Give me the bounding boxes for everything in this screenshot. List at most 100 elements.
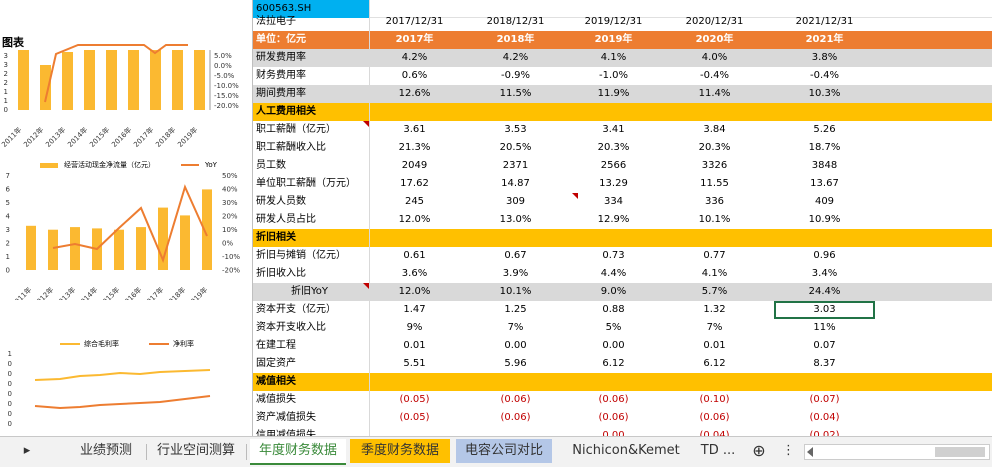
table-cell[interactable]: 5.96	[504, 358, 527, 369]
tab-annual-active[interactable]: 年度财务数据	[250, 439, 346, 465]
row-label[interactable]: 资本开支（亿元）	[253, 301, 370, 319]
table-cell[interactable]: -0.9%	[500, 70, 530, 81]
table-cell[interactable]: 3.53	[504, 124, 527, 135]
table-cell[interactable]: 7%	[507, 322, 524, 333]
table-cell[interactable]: 9.0%	[572, 283, 655, 301]
tab-scroll-icon[interactable]: ▸	[23, 443, 31, 458]
table-cell[interactable]: 10.3%	[774, 85, 875, 103]
table-cell[interactable]: 4.2%	[459, 49, 572, 67]
table-cell[interactable]: 3.4%	[811, 268, 838, 279]
table-cell[interactable]: (0.05)	[399, 412, 430, 423]
table-cell[interactable]: 1.32	[703, 304, 726, 315]
row-label[interactable]: 固定资产	[253, 355, 370, 373]
table-cell[interactable]: 2566	[600, 160, 627, 171]
cell-ref[interactable]: 600563.SH	[253, 0, 370, 18]
table-cell[interactable]	[774, 373, 875, 391]
table-cell[interactable]	[774, 103, 875, 121]
table-cell[interactable]	[370, 373, 459, 391]
table-cell[interactable]: 4.4%	[600, 268, 627, 279]
table-cell[interactable]	[572, 373, 655, 391]
table-cell[interactable]: 0.00	[602, 340, 625, 351]
table-cell[interactable]: 20.5%	[499, 142, 532, 153]
table-cell[interactable]: 1.47	[403, 304, 426, 315]
row-label[interactable]: 职工薪酬收入比	[253, 139, 370, 157]
table-cell[interactable]	[370, 103, 459, 121]
table-cell[interactable]: 2021年	[774, 31, 875, 49]
table-cell[interactable]: 5.51	[403, 358, 426, 369]
table-cell[interactable]: 3.61	[403, 124, 426, 135]
row-label[interactable]: 研发人员数	[253, 193, 370, 211]
chart-2[interactable]: 7 6 5 4 3 2 1 0 50% 40% 30% 20% 10% 0% -10% -20% 2011年…	[0, 170, 252, 300]
table-cell[interactable]	[370, 427, 459, 436]
table-cell[interactable]	[774, 229, 875, 247]
table-cell[interactable]: 3326	[701, 160, 728, 171]
table-cell[interactable]: 0.96	[813, 250, 836, 261]
horizontal-scrollbar[interactable]	[804, 444, 990, 460]
table-cell[interactable]	[572, 103, 655, 121]
row-label[interactable]: 折旧YoY	[253, 283, 370, 301]
table-cell[interactable]: 12.0%	[398, 214, 431, 225]
table-cell[interactable]: (0.06)	[699, 412, 730, 423]
table-cell[interactable]: 2020年	[655, 31, 774, 49]
table-cell[interactable]: 14.87	[501, 178, 530, 189]
table-cell[interactable]: 10.1%	[698, 214, 731, 225]
table-cell[interactable]: 0.6%	[401, 70, 428, 81]
table-cell[interactable]: 11.55	[700, 178, 729, 189]
table-cell[interactable]: 11.4%	[655, 85, 774, 103]
date-4[interactable]: 2021/12/31	[795, 16, 854, 27]
table-cell[interactable]: 7%	[706, 322, 723, 333]
tab-quarterly[interactable]: 季度财务数据	[350, 439, 450, 463]
table-cell[interactable]: 20.3%	[698, 142, 731, 153]
table-cell[interactable]: 0.88	[602, 304, 625, 315]
table-cell[interactable]: 12.6%	[370, 85, 459, 103]
table-cell[interactable]: 8.37	[813, 358, 836, 369]
table-cell[interactable]: 10.9%	[808, 214, 841, 225]
chart-3[interactable]: 1 0 0 0 0 0 0 0	[0, 348, 252, 438]
table-cell[interactable]: 409	[814, 196, 835, 207]
row-label[interactable]: 在建工程	[253, 337, 370, 355]
table-cell[interactable]	[459, 229, 572, 247]
table-cell[interactable]: 3848	[811, 160, 838, 171]
add-sheet-icon[interactable]: ⊕	[752, 441, 766, 460]
table-cell[interactable]	[370, 229, 459, 247]
table-cell[interactable]: 24.4%	[774, 283, 875, 301]
table-cell[interactable]: 20.3%	[597, 142, 630, 153]
table-cell[interactable]: 0.01	[403, 340, 426, 351]
table-cell[interactable]: (0.04)	[809, 412, 840, 423]
row-label[interactable]: 减值损失	[253, 391, 370, 409]
table-cell[interactable]: -0.4%	[699, 70, 729, 81]
table-cell[interactable]: 0.00	[602, 430, 625, 436]
table-cell[interactable]: -1.0%	[598, 70, 628, 81]
table-cell[interactable]	[655, 373, 774, 391]
table-cell[interactable]: 0.61	[403, 250, 426, 261]
date-3[interactable]: 2020/12/31	[685, 16, 744, 27]
row-label[interactable]: 职工薪酬（亿元）	[253, 121, 370, 139]
table-cell[interactable]: (0.06)	[500, 412, 531, 423]
date-0[interactable]: 2017/12/31	[385, 16, 444, 27]
tab-forecast[interactable]: 业绩预测	[79, 443, 132, 458]
tab-more[interactable]: TD ...	[700, 443, 736, 458]
row-label[interactable]: 折旧收入比	[253, 265, 370, 283]
table-cell[interactable]: 12.9%	[597, 214, 630, 225]
spreadsheet-grid[interactable]: 600563.SH 法拉电子 2017/12/31 2018/12/31 201…	[253, 0, 992, 436]
table-cell[interactable]: (0.06)	[500, 394, 531, 405]
row-label[interactable]: 研发费用率	[253, 49, 370, 67]
row-label[interactable]: 单位职工薪酬（万元）	[253, 175, 370, 193]
table-cell[interactable]: 17.62	[400, 178, 429, 189]
table-cell[interactable]: 3.41	[602, 124, 625, 135]
tab-industry[interactable]: 行业空间测算	[156, 443, 235, 458]
table-cell[interactable]: 0.07	[813, 340, 836, 351]
table-cell[interactable]	[572, 229, 655, 247]
table-cell[interactable]: 0.00	[504, 340, 527, 351]
table-cell[interactable]: 3.6%	[401, 268, 428, 279]
table-cell[interactable]: 3.9%	[502, 268, 529, 279]
row-label[interactable]: 折旧与摊销（亿元）	[253, 247, 370, 265]
row-label[interactable]: 人工费用相关	[253, 103, 370, 121]
table-cell[interactable]: 5.7%	[655, 283, 774, 301]
row-label[interactable]: 信用减值损失	[253, 427, 370, 436]
row-label[interactable]: 财务费用率	[253, 67, 370, 85]
scroll-left-icon[interactable]	[807, 447, 813, 457]
row-label[interactable]: 折旧相关	[253, 229, 370, 247]
table-cell[interactable]: (0.06)	[598, 394, 629, 405]
